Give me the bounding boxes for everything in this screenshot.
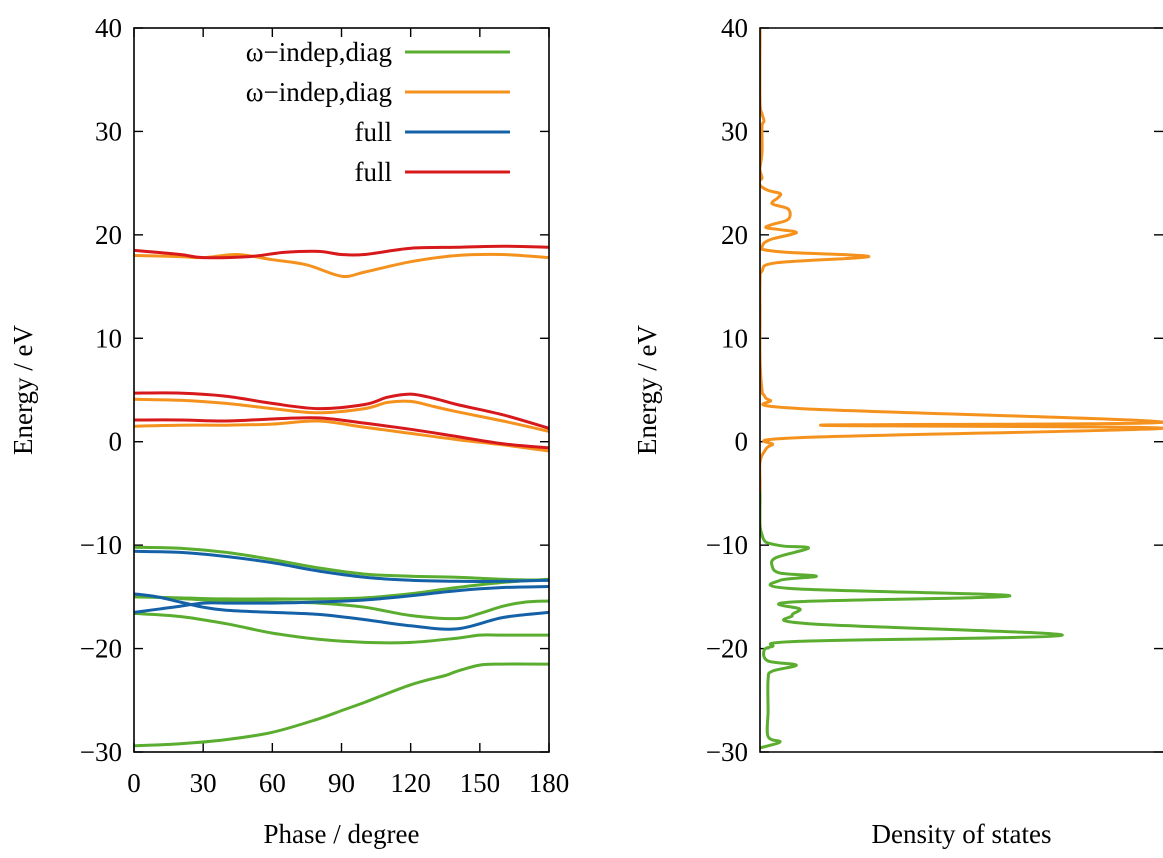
y-tick-label: 10	[721, 323, 748, 353]
series-line-0	[760, 28, 1163, 506]
y-tick-label: −20	[706, 634, 748, 664]
y-tick-label: −20	[80, 634, 122, 664]
y-tick-label: −30	[80, 737, 122, 767]
x-tick-label: 150	[460, 768, 501, 798]
y-tick-label: 30	[721, 116, 748, 146]
y-tick-label: 20	[721, 220, 748, 250]
series-line-9	[134, 397, 549, 433]
series-line-7	[134, 585, 549, 614]
y-tick-label: 40	[721, 13, 748, 43]
x-axis-label: Phase / degree	[264, 819, 420, 849]
legend: ω−indep,diag ω−indep,diag full full	[246, 37, 510, 187]
series-line-1	[134, 611, 549, 645]
x-tick-label: 0	[127, 768, 141, 798]
legend-label: full	[355, 117, 393, 147]
series-line-6	[134, 592, 549, 631]
y-tick-label: 40	[95, 13, 122, 43]
series-line-12	[134, 391, 549, 430]
y-tick-label: 30	[95, 116, 122, 146]
series-line-10	[134, 419, 549, 453]
y-axis-label: Energy / eV	[8, 325, 38, 455]
y-tick-label: −30	[706, 737, 748, 767]
series-line-0	[134, 662, 549, 748]
series-group	[760, 28, 1163, 750]
y-tick-label: −10	[80, 530, 122, 560]
plot-frame	[759, 27, 1163, 753]
series-line-4	[134, 545, 549, 582]
y-tick-label: 20	[95, 220, 122, 250]
x-tick-label: 120	[390, 768, 431, 798]
density-of-states-panel: −30 −20 −10 0 10 20 30 40 Density of states Energ…	[632, 13, 1163, 849]
y-tick-label: 0	[735, 427, 749, 457]
series-line-13	[134, 416, 549, 450]
legend-label: full	[355, 157, 393, 187]
x-tick-label: 180	[529, 768, 570, 798]
band-structure-panel: −30 −20 −10 0 10 20 30 40 0 30 60 90 120 150 180 Phase …	[8, 13, 569, 849]
y-tick-label: 10	[95, 323, 122, 353]
x-tick-label: 60	[259, 768, 286, 798]
legend-label: ω−indep,diag	[246, 37, 392, 67]
plot-frame	[133, 27, 550, 753]
series-group	[134, 244, 549, 748]
x-tick-label: 30	[190, 768, 217, 798]
y-axis-label: Energy / eV	[632, 325, 662, 455]
series-line-1	[760, 491, 1064, 750]
y-tick-label: −10	[706, 530, 748, 560]
y-tick-label: 0	[109, 427, 123, 457]
x-tick-label: 90	[328, 768, 355, 798]
series-line-11	[134, 244, 549, 260]
x-axis-label: Density of states	[872, 819, 1052, 849]
series-line-5	[134, 549, 549, 583]
legend-label: ω−indep,diag	[246, 77, 392, 107]
